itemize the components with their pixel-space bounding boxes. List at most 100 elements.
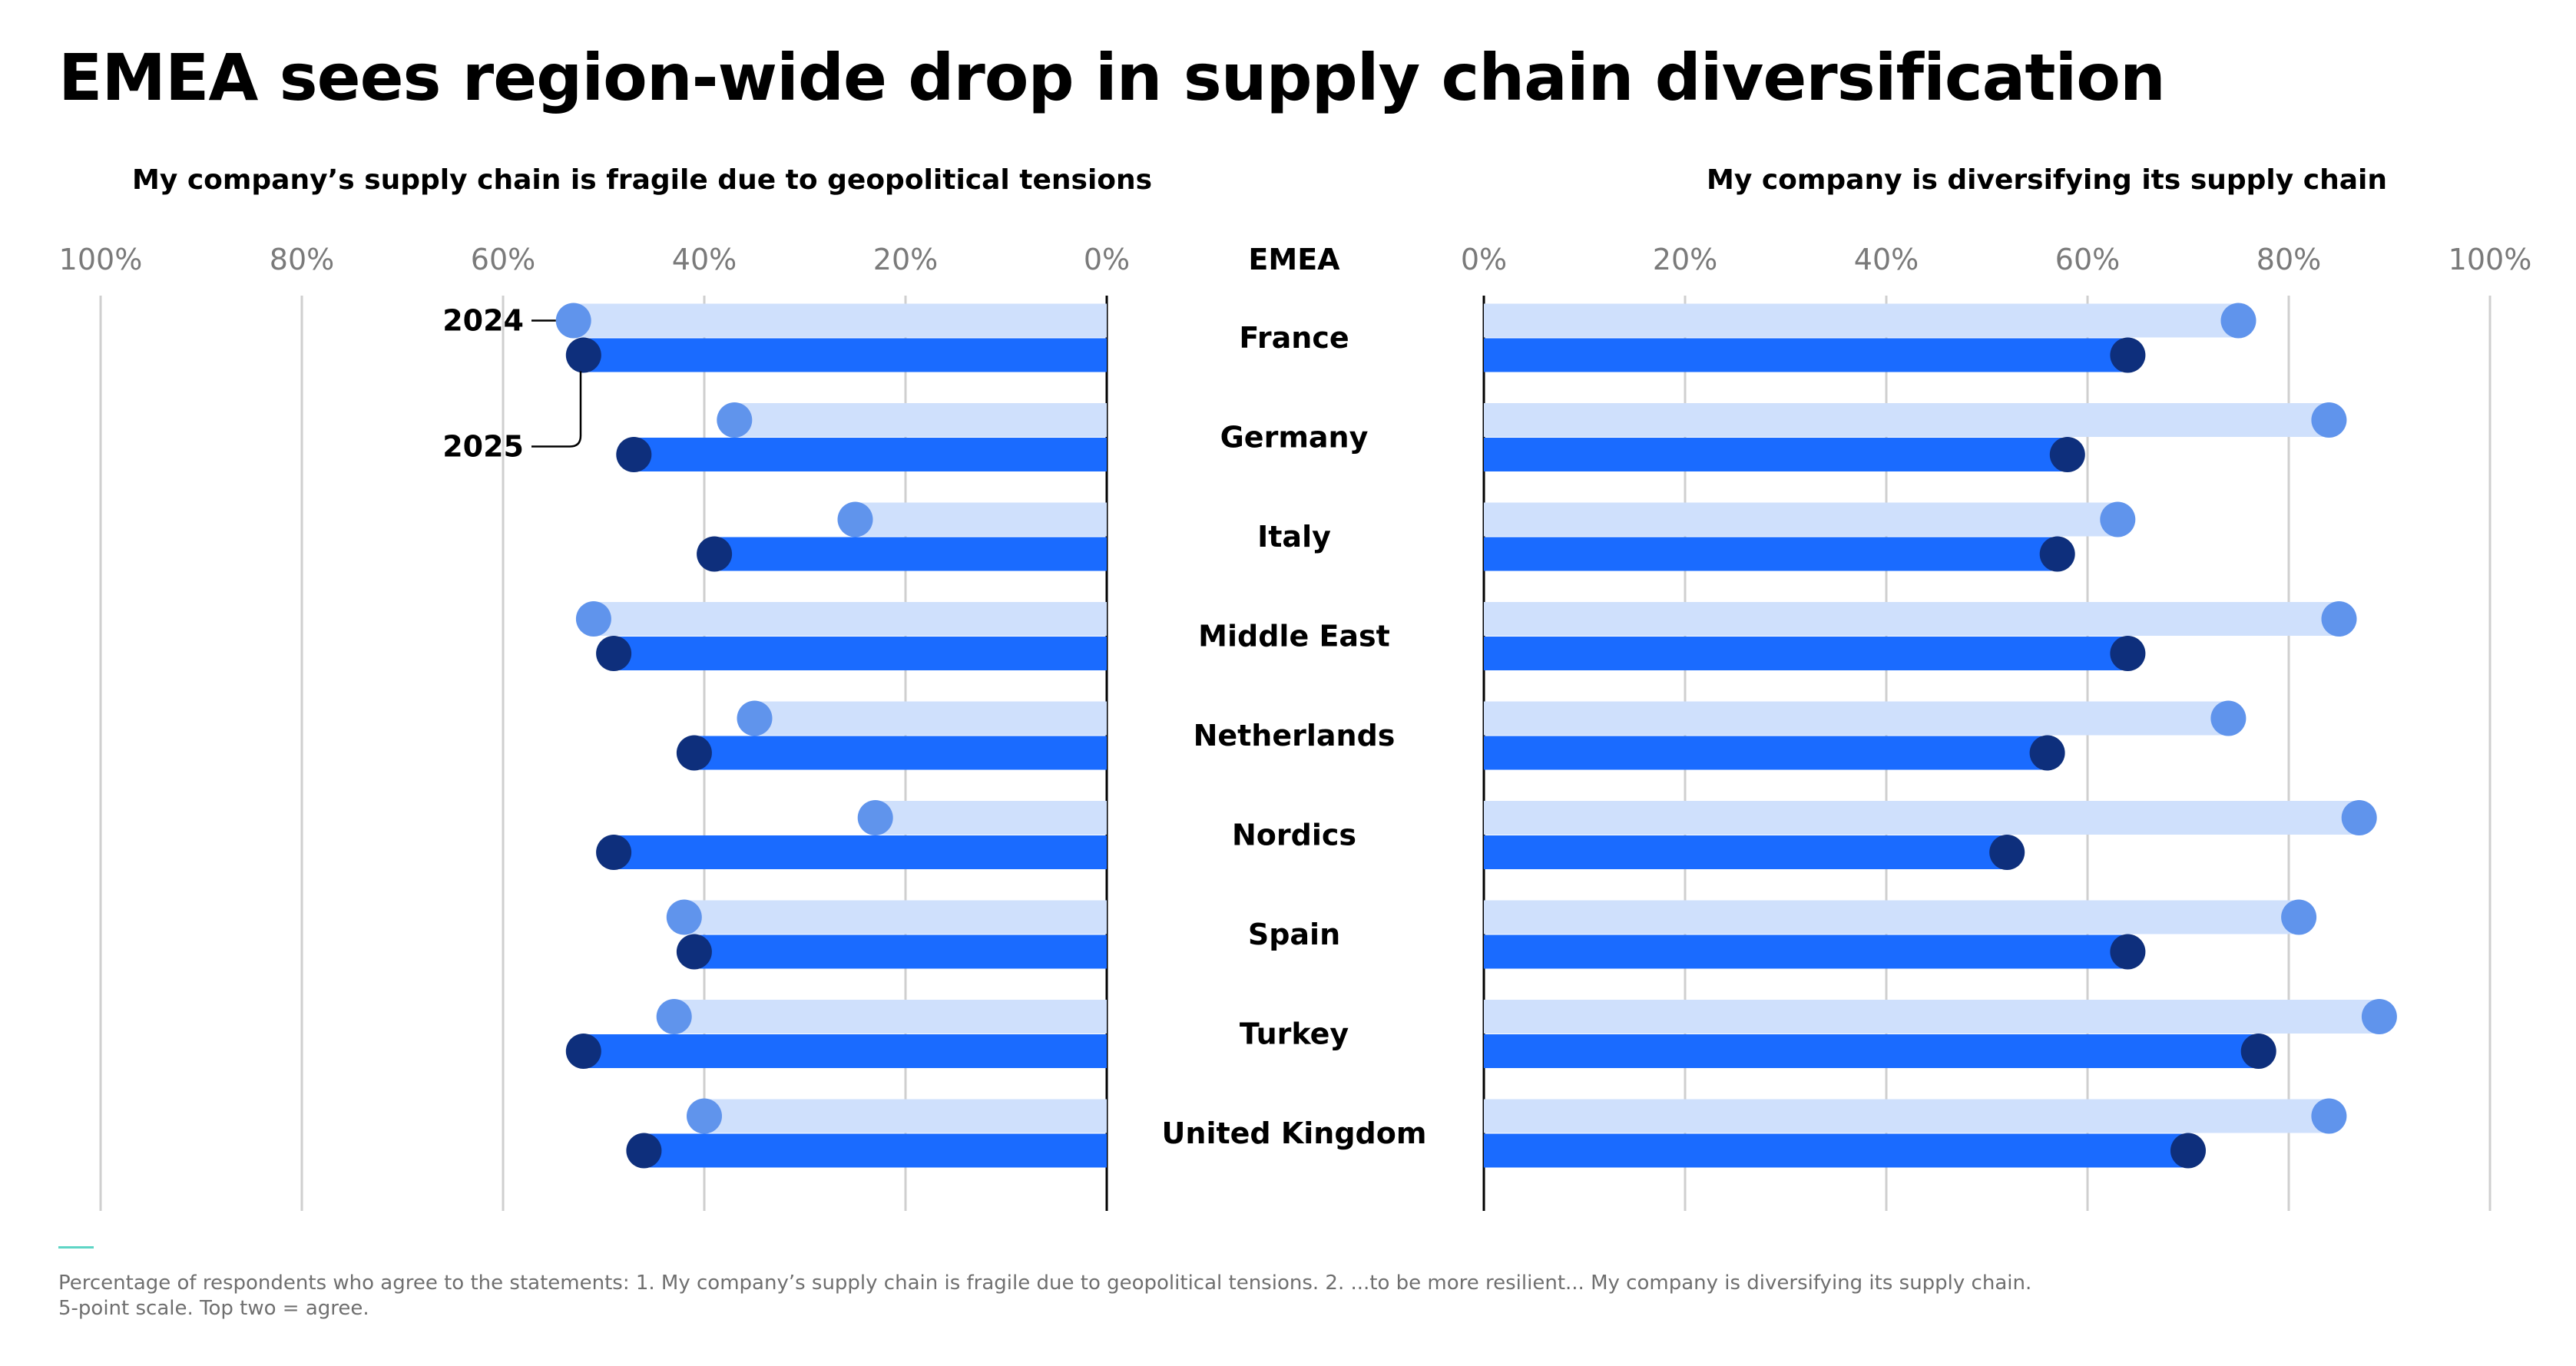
left-x-tick-label: 60% bbox=[471, 243, 535, 276]
right-bar-2024 bbox=[1484, 602, 2339, 636]
left-x-tick-label: 100% bbox=[59, 243, 143, 276]
left-dot-2024 bbox=[656, 999, 692, 1034]
right-dot-2024 bbox=[2210, 700, 2247, 736]
left-bar-2024 bbox=[684, 900, 1107, 934]
left-bar-2024 bbox=[674, 1000, 1107, 1034]
right-bar-2024 bbox=[1484, 502, 2118, 537]
left-bar-2025 bbox=[583, 338, 1107, 372]
left-bar-2025 bbox=[694, 736, 1107, 770]
left-bar-2024 bbox=[734, 403, 1107, 437]
left-dot-2024 bbox=[555, 303, 591, 339]
left-bar-2024 bbox=[875, 801, 1107, 835]
left-dot-2024 bbox=[857, 800, 893, 835]
left-dot-2025 bbox=[565, 1034, 601, 1069]
left-bar-2025 bbox=[583, 1034, 1107, 1068]
category-label: Netherlands bbox=[1194, 719, 1396, 752]
left-bar-2025 bbox=[614, 637, 1107, 670]
center-column-header: EMEA bbox=[1248, 243, 1340, 276]
left-bar-2024 bbox=[593, 602, 1107, 636]
left-bar-2025 bbox=[634, 438, 1107, 471]
right-dot-2025 bbox=[2029, 735, 2065, 771]
left-dot-2024 bbox=[575, 601, 611, 637]
footnote-line-1: Percentage of respondents who agree to t… bbox=[58, 1272, 2032, 1295]
right-dot-2025 bbox=[2039, 536, 2075, 572]
legend-connector-2025 bbox=[531, 371, 582, 448]
legend-label-2025: 2025 bbox=[442, 430, 524, 464]
left-x-tick-label: 0% bbox=[1084, 243, 1130, 276]
right-dot-2024 bbox=[2100, 501, 2136, 537]
right-bar-2025 bbox=[1484, 537, 2058, 571]
left-dot-2024 bbox=[837, 501, 873, 537]
right-x-tick-label: 20% bbox=[1653, 243, 1717, 276]
left-dot-2025 bbox=[697, 536, 733, 572]
right-bar-2024 bbox=[1484, 701, 2229, 736]
right-chart-subtitle: My company is diversifying its supply ch… bbox=[1707, 164, 2387, 196]
category-label: Middle East bbox=[1198, 620, 1390, 653]
category-label: Germany bbox=[1220, 421, 1369, 455]
right-dot-2025 bbox=[2110, 636, 2146, 671]
right-bar-2025 bbox=[1484, 438, 2068, 471]
left-x-tick-label: 40% bbox=[672, 243, 737, 276]
left-dot-2024 bbox=[687, 1098, 722, 1134]
right-dot-2025 bbox=[2110, 337, 2146, 373]
right-bar-2024 bbox=[1484, 1099, 2329, 1133]
left-bar-2025 bbox=[614, 835, 1107, 869]
left-chart-subtitle: My company’s supply chain is fragile due… bbox=[132, 164, 1153, 196]
right-dot-2025 bbox=[2240, 1034, 2276, 1069]
right-dot-2024 bbox=[2281, 899, 2317, 935]
right-x-tick-label: 80% bbox=[2256, 243, 2321, 276]
category-label: Italy bbox=[1257, 520, 1331, 554]
right-bar-2025 bbox=[1484, 338, 2128, 372]
right-dot-2025 bbox=[2049, 437, 2085, 472]
right-dot-2024 bbox=[2311, 1098, 2347, 1134]
right-bar-2024 bbox=[1484, 403, 2329, 437]
right-bar-2025 bbox=[1484, 1034, 2259, 1068]
right-bar-2024 bbox=[1484, 900, 2300, 934]
labels-layer: 100% 80% 60% 40% 20% 0% 0% 20% 40% 60% 80% 100% EMEA… bbox=[59, 243, 2532, 1150]
left-dot-2025 bbox=[616, 437, 652, 472]
category-label: United Kingdom bbox=[1162, 1116, 1427, 1150]
right-bar-2024 bbox=[1484, 1000, 2379, 1034]
right-bar-2024 bbox=[1484, 801, 2359, 835]
left-dot-2025 bbox=[676, 735, 712, 771]
left-bar-2025 bbox=[644, 1133, 1107, 1168]
right-bar-2025 bbox=[1484, 835, 2008, 869]
left-dot-2024 bbox=[666, 899, 702, 935]
right-dot-2025 bbox=[2170, 1133, 2206, 1169]
left-bar-2024 bbox=[754, 701, 1107, 736]
category-label: Turkey bbox=[1240, 1017, 1349, 1051]
left-x-tick-label: 80% bbox=[270, 243, 334, 276]
left-bar-2025 bbox=[694, 934, 1107, 969]
left-bar-2025 bbox=[714, 537, 1107, 571]
legend-label-2024: 2024 bbox=[442, 304, 524, 338]
left-dot-2024 bbox=[717, 402, 753, 438]
left-bar-2024 bbox=[704, 1099, 1107, 1133]
footnote-line-2: 5-point scale. Top two = agree. bbox=[58, 1297, 369, 1320]
right-bar-2025 bbox=[1484, 736, 2048, 770]
left-dot-2025 bbox=[676, 934, 712, 970]
bars-layer bbox=[555, 303, 2397, 1169]
left-bar-2024 bbox=[573, 303, 1107, 338]
right-dot-2024 bbox=[2311, 402, 2347, 438]
right-dot-2024 bbox=[2341, 800, 2377, 835]
page-title: EMEA sees region-wide drop in supply cha… bbox=[58, 40, 2166, 115]
right-bar-2025 bbox=[1484, 1133, 2188, 1168]
right-dot-2024 bbox=[2220, 303, 2256, 339]
category-label: France bbox=[1239, 321, 1349, 355]
right-x-tick-label: 60% bbox=[2055, 243, 2120, 276]
right-dot-2024 bbox=[2321, 601, 2357, 637]
right-dot-2025 bbox=[1989, 835, 2025, 870]
right-dot-2025 bbox=[2110, 934, 2146, 970]
left-bar-2024 bbox=[855, 502, 1107, 537]
footnote-accent-line bbox=[58, 1246, 94, 1249]
left-dot-2025 bbox=[626, 1133, 662, 1169]
right-bar-2024 bbox=[1484, 303, 2239, 338]
right-bar-2025 bbox=[1484, 637, 2128, 670]
right-bar-2025 bbox=[1484, 934, 2128, 969]
category-label: Spain bbox=[1248, 918, 1340, 951]
left-dot-2024 bbox=[737, 700, 773, 736]
left-dot-2025 bbox=[596, 835, 632, 870]
legend-layer: 2024 2025 bbox=[442, 304, 582, 464]
left-dot-2025 bbox=[596, 636, 632, 671]
right-x-tick-label: 40% bbox=[1854, 243, 1919, 276]
